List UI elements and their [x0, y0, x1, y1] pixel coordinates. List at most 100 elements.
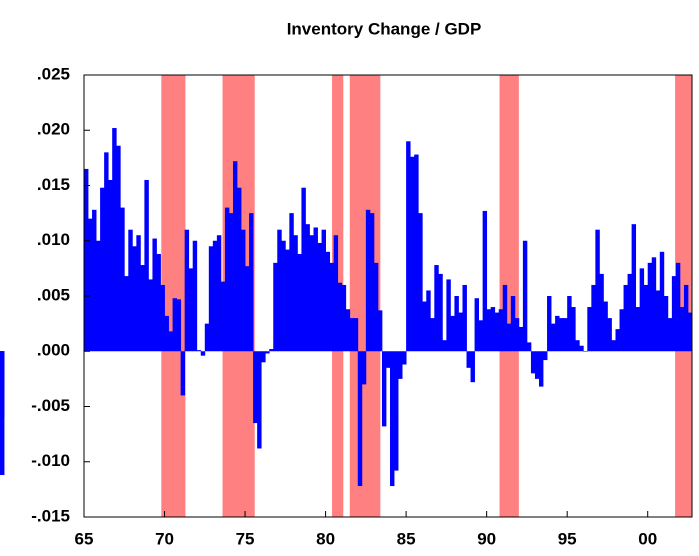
- bar: [92, 209, 97, 352]
- bar: [434, 265, 439, 352]
- bar: [160, 284, 165, 352]
- bar: [671, 276, 677, 352]
- y-tick-label: -.005: [31, 396, 70, 415]
- bar: [663, 296, 669, 352]
- bar: [321, 229, 326, 352]
- bar: [394, 351, 399, 471]
- bar: [615, 329, 620, 352]
- y-tick-label: -.010: [31, 451, 70, 470]
- bar: [241, 229, 246, 352]
- bar: [224, 207, 230, 352]
- bar: [514, 318, 520, 352]
- bar: [659, 251, 665, 352]
- bar: [567, 296, 572, 352]
- x-tick-label: 75: [236, 529, 255, 548]
- x-tick-label: 80: [316, 529, 335, 548]
- bar: [494, 312, 500, 352]
- recession-band: [675, 75, 692, 517]
- bar: [474, 298, 479, 352]
- bar: [88, 218, 93, 352]
- y-tick-label: .020: [37, 120, 70, 139]
- bar: [381, 351, 387, 427]
- bar: [430, 318, 435, 352]
- bar: [281, 240, 286, 352]
- bar: [442, 340, 447, 352]
- bar: [623, 284, 628, 352]
- bar: [619, 309, 624, 352]
- bar: [116, 145, 121, 352]
- bar: [301, 187, 306, 352]
- bar: [293, 235, 298, 352]
- bar: [220, 281, 226, 352]
- bar: [555, 315, 560, 352]
- y-tick-label: -.015: [31, 506, 70, 525]
- y-tick-label: .000: [37, 341, 70, 360]
- bar: [446, 279, 451, 352]
- bar: [591, 284, 596, 352]
- y-tick-label: .010: [37, 230, 70, 249]
- bar: [510, 296, 516, 352]
- bar: [595, 229, 600, 352]
- bar: [522, 240, 528, 352]
- bar: [647, 262, 653, 352]
- bar: [398, 351, 403, 379]
- bar: [438, 273, 443, 352]
- bar: [96, 240, 101, 352]
- bar: [269, 349, 274, 352]
- bar: [228, 213, 234, 352]
- bar: [245, 266, 250, 352]
- bar: [357, 351, 363, 487]
- bar: [112, 128, 117, 352]
- bar: [329, 262, 335, 352]
- bar: [377, 310, 383, 352]
- bar: [84, 168, 89, 352]
- bar: [526, 342, 532, 352]
- bar: [450, 315, 455, 352]
- bar: [297, 254, 302, 352]
- bar: [341, 284, 347, 352]
- bar: [156, 254, 161, 352]
- bar: [369, 213, 375, 352]
- bar: [454, 296, 459, 352]
- bar: [675, 262, 681, 352]
- bar: [390, 351, 395, 487]
- bar: [188, 268, 194, 352]
- bar: [667, 318, 673, 352]
- bar: [128, 229, 133, 352]
- bar: [462, 284, 467, 352]
- bar: [333, 235, 339, 352]
- bar: [204, 323, 210, 352]
- recession-band: [161, 75, 186, 517]
- x-tick-label: 65: [75, 529, 94, 548]
- bar: [0, 351, 5, 476]
- bar: [538, 351, 544, 387]
- y-tick-label: .025: [37, 64, 70, 83]
- bar: [583, 351, 588, 352]
- bar: [414, 154, 419, 352]
- bar: [587, 307, 592, 352]
- bar: [402, 351, 407, 365]
- bar: [498, 309, 504, 352]
- bar: [216, 235, 222, 352]
- bar: [599, 273, 604, 352]
- bar: [289, 213, 294, 352]
- bar: [144, 179, 149, 352]
- bar: [140, 265, 145, 352]
- bar: [232, 161, 238, 352]
- bar: [345, 309, 351, 352]
- bar: [200, 351, 206, 356]
- bar: [651, 257, 657, 352]
- bar: [172, 298, 178, 352]
- bar: [579, 345, 584, 352]
- bar: [325, 251, 331, 352]
- bar: [687, 312, 693, 352]
- bar: [635, 307, 641, 352]
- bar: [168, 331, 173, 352]
- bar: [305, 224, 310, 352]
- bar: [426, 290, 431, 352]
- bar: [422, 301, 427, 352]
- bar: [184, 229, 190, 352]
- bar: [679, 307, 685, 352]
- bar: [410, 156, 415, 352]
